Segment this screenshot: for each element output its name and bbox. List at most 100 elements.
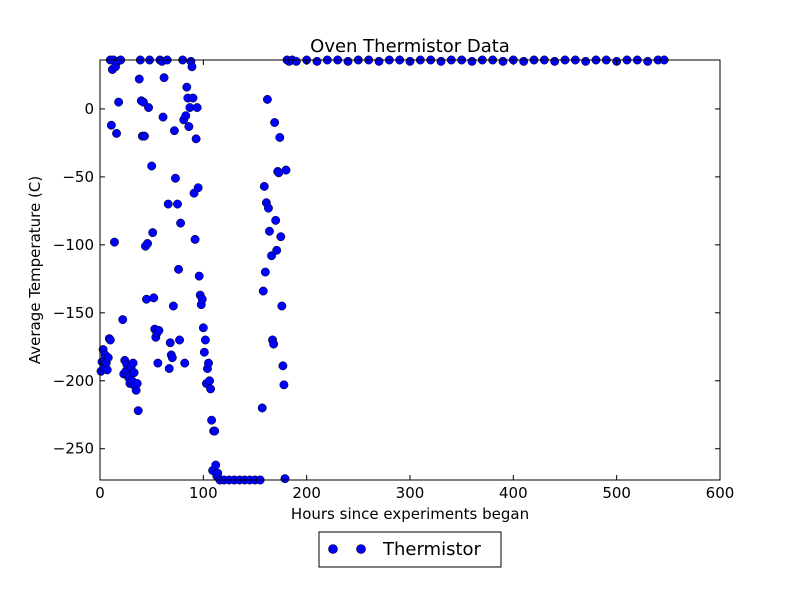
ticks-layer: 0 100 200 300 400 500 600 0 −50 −100 −150 −200 −250 (53, 60, 735, 502)
x-tick-label: 0 (95, 484, 105, 502)
data-point (205, 376, 214, 386)
data-point (173, 199, 182, 209)
y-tick-label: −200 (53, 372, 94, 390)
data-point (154, 326, 164, 335)
data-point (467, 56, 477, 66)
chart-title: Oven Thermistor Data (310, 36, 510, 57)
data-point (275, 133, 285, 142)
data-point (164, 364, 174, 373)
data-point (148, 228, 158, 238)
data-point (281, 165, 291, 175)
data-point (181, 111, 191, 121)
y-tick-label: −50 (62, 168, 94, 186)
data-point (103, 353, 113, 363)
data-point (643, 56, 653, 66)
y-tick-label: −150 (53, 304, 94, 322)
data-point (206, 384, 216, 394)
legend-marker-right (356, 544, 366, 554)
data-point (197, 294, 207, 304)
data-point (312, 56, 322, 66)
data-point (167, 353, 177, 363)
data-point (280, 474, 290, 484)
data-point (187, 62, 197, 72)
data-point (260, 267, 270, 277)
data-point (581, 56, 591, 66)
data-point (343, 56, 353, 66)
data-point (176, 218, 186, 228)
data-point (259, 181, 269, 191)
legend-box (318, 531, 502, 568)
data-point (139, 131, 149, 141)
y-tick-label: −250 (53, 440, 94, 458)
data-point (182, 82, 192, 92)
data-point (165, 338, 175, 348)
data-point (118, 315, 128, 325)
x-axis-label: Hours since experiments began (291, 505, 529, 523)
data-point (263, 203, 273, 213)
data-point (158, 112, 168, 122)
data-point (142, 294, 151, 304)
data-point (258, 286, 268, 296)
data-point (374, 56, 384, 66)
data-point (199, 347, 209, 357)
data-point (210, 426, 220, 436)
data-point (267, 251, 276, 261)
legend: Thermistor (318, 531, 502, 568)
data-point (207, 415, 217, 425)
data-point (519, 56, 529, 66)
legend-label-thermistor: Thermistor (382, 539, 482, 560)
data-point (153, 358, 163, 368)
data-point (106, 120, 116, 130)
data-point (168, 301, 178, 311)
data-point (277, 301, 287, 311)
data-point (149, 293, 159, 303)
data-point (269, 339, 279, 349)
data-point (192, 103, 202, 113)
data-point (144, 103, 154, 113)
x-tick-label: 300 (396, 484, 425, 502)
data-point (194, 271, 204, 281)
data-point (270, 118, 280, 127)
x-tick-label: 600 (706, 484, 735, 502)
data-point (102, 365, 112, 375)
data-point (498, 56, 508, 66)
data-point (265, 226, 274, 236)
data-point (184, 122, 194, 132)
data-point (110, 237, 119, 247)
data-point (128, 358, 138, 368)
data-point (133, 406, 143, 416)
data-point (257, 403, 267, 413)
data-point (436, 56, 446, 66)
x-tick-label: 100 (189, 484, 218, 502)
data-point (262, 94, 272, 104)
x-tick-label: 400 (499, 484, 528, 502)
x-tick-label: 200 (292, 484, 321, 502)
data-point (190, 234, 200, 244)
legend-marker-left (328, 544, 338, 554)
data-point (278, 361, 288, 371)
data-point (188, 93, 198, 103)
data-point (170, 173, 180, 183)
data-point (105, 335, 115, 345)
data-point (191, 134, 201, 144)
data-point (204, 358, 213, 368)
x-tick-label: 500 (602, 484, 631, 502)
data-point (112, 128, 121, 138)
data-point (134, 74, 144, 84)
data-point (200, 335, 210, 345)
data-point (211, 460, 221, 470)
data-point (159, 73, 169, 83)
data-point (550, 56, 560, 66)
y-tick-label: 0 (84, 100, 94, 118)
data-point (174, 264, 183, 274)
data-point (193, 183, 203, 193)
data-point (163, 199, 173, 209)
data-point (180, 358, 190, 368)
y-tick-label: −100 (53, 236, 94, 254)
data-point (271, 215, 281, 225)
data-point (272, 245, 282, 255)
data-point (291, 56, 301, 66)
data-point (114, 97, 124, 107)
